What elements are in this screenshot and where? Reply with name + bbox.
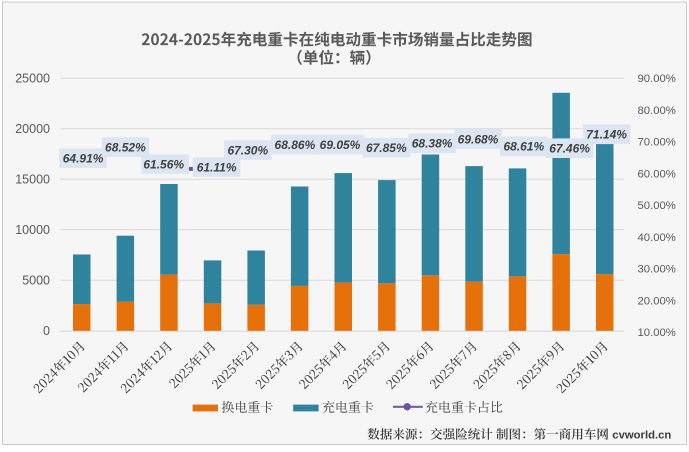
svg-text:50.00%: 50.00%	[638, 200, 676, 212]
svg-text:15000: 15000	[15, 173, 50, 187]
svg-text:20.00%: 20.00%	[638, 295, 676, 307]
svg-text:70.00%: 70.00%	[638, 137, 676, 149]
svg-text:5000: 5000	[22, 274, 50, 288]
svg-text:25000: 25000	[15, 72, 50, 86]
svg-text:69.05%: 69.05%	[320, 138, 361, 152]
svg-text:0: 0	[43, 324, 50, 338]
svg-text:cvworld.cn: cvworld.cn	[612, 430, 671, 442]
svg-text:10.00%: 10.00%	[638, 327, 676, 339]
svg-text:67.30%: 67.30%	[227, 143, 268, 157]
svg-text:68.38%: 68.38%	[412, 137, 453, 151]
svg-text:69.68%: 69.68%	[458, 132, 499, 146]
svg-text:68.86%: 68.86%	[275, 138, 316, 152]
svg-text:64.91%: 64.91%	[63, 152, 104, 166]
svg-text:90.00%: 90.00%	[638, 73, 676, 85]
svg-text:30.00%: 30.00%	[638, 264, 676, 276]
svg-text:68.52%: 68.52%	[105, 140, 146, 154]
svg-text:80.00%: 80.00%	[638, 105, 676, 117]
svg-text:71.14%: 71.14%	[586, 128, 627, 142]
svg-text:68.61%: 68.61%	[503, 140, 544, 154]
svg-text:67.46%: 67.46%	[549, 142, 590, 156]
svg-text:40.00%: 40.00%	[638, 232, 676, 244]
svg-text:61.11%: 61.11%	[197, 160, 237, 174]
svg-text:10000: 10000	[15, 223, 50, 237]
svg-text:60.00%: 60.00%	[638, 168, 676, 180]
svg-text:20000: 20000	[15, 122, 50, 136]
svg-text:61.56%: 61.56%	[143, 157, 184, 171]
svg-text:67.85%: 67.85%	[366, 141, 407, 155]
